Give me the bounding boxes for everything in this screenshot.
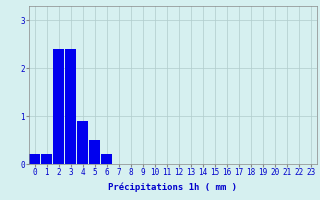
Bar <box>41 154 52 164</box>
Bar <box>29 154 40 164</box>
Bar <box>101 154 112 164</box>
X-axis label: Précipitations 1h ( mm ): Précipitations 1h ( mm ) <box>108 183 237 192</box>
Bar <box>77 121 88 164</box>
Bar <box>53 49 64 164</box>
Bar <box>89 140 100 164</box>
Bar <box>65 49 76 164</box>
